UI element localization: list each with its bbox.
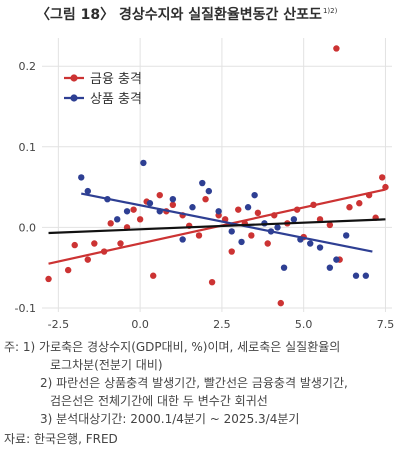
note-2-line-2: 검은선은 전체기간에 대한 두 변수간 회귀선 (50, 394, 268, 408)
finance-shock-point (130, 206, 137, 213)
overall-regression-line (48, 218, 386, 235)
notes-prefix: 주: (4, 340, 20, 354)
commodity-shock-point (140, 159, 147, 167)
finance-shock-point (64, 266, 72, 274)
commodity-shock-point (189, 204, 196, 211)
finance-shock-point (91, 240, 98, 247)
source-line: 자료: 한국은행, FRED (4, 432, 118, 446)
commodity-shock-point (238, 238, 245, 246)
commodity-shock-point (169, 195, 177, 203)
commodity-shock-point (343, 232, 350, 239)
y-tick-label: 0.2 (19, 60, 37, 73)
finance-shock-point (169, 201, 177, 209)
y-tick-label: 0.0 (19, 221, 37, 234)
finance-shock-point (195, 232, 203, 239)
finance-shock-point (333, 45, 340, 52)
finance-shock-point (382, 183, 389, 191)
finance-shock-point (254, 209, 262, 217)
finance-shock-point (71, 241, 78, 249)
commodity-shock-point (316, 244, 324, 251)
finance-shock-point (228, 248, 235, 255)
commodity-shock-point (362, 272, 370, 279)
finance-shock-point (277, 299, 284, 307)
finance-shock-point (356, 200, 363, 207)
finance-shock-point (202, 195, 209, 203)
finance-shock-point (117, 240, 124, 247)
finance-shock-point (264, 240, 271, 247)
commodity-shock-point (307, 240, 314, 247)
commodity-shock-point (228, 228, 235, 235)
finance-shock-point (136, 216, 144, 223)
x-tick-label: 2.5 (213, 318, 231, 331)
commodity-shock-point (205, 187, 213, 195)
note-1-line-1: 1) 가로축은 경상수지(GDP대비, %)이며, 세로축은 실질환율의 (22, 340, 341, 354)
legend-label-finance-shock: 금융 충격 (90, 72, 142, 87)
commodity-shock-point (84, 187, 91, 195)
x-tick-label: -2.5 (48, 318, 69, 331)
commodity-shock-point (280, 264, 288, 271)
x-tick-label: 0.0 (131, 318, 149, 331)
commodity-shock-point (352, 272, 360, 279)
title-footnote-marker: 1)2) (322, 7, 338, 15)
commodity-shock-point (146, 200, 154, 207)
notes-block: 주: 1) 가로축은 경상수지(GDP대비, %)이며, 세로축은 실질환율의 … (4, 338, 348, 448)
note-1: 주: 1) 가로축은 경상수지(GDP대비, %)이며, 세로축은 실질환율의 (4, 338, 348, 356)
x-tick-label: 7.5 (377, 318, 395, 331)
commodity-shock-point (123, 208, 131, 215)
finance-shock-point (150, 272, 157, 279)
chart-title: 〈그림 18〉 경상수지와 실질환율변동간 산포도1)2) (36, 4, 337, 24)
finance-shock-point (248, 232, 255, 239)
chart-title-text: 〈그림 18〉 경상수지와 실질환율변동간 산포도 (36, 7, 322, 23)
legend-label-commodity-shock: 상품 충격 (90, 92, 142, 107)
plot-area (42, 38, 392, 312)
y-tick-label: -0.1 (15, 302, 36, 315)
y-tick-label: 0.1 (19, 141, 37, 154)
x-tick-label: 5.0 (295, 318, 313, 331)
commodity-shock-point (199, 179, 206, 187)
commodity-shock-point (114, 216, 121, 223)
commodity-shock-regression-line (81, 192, 373, 253)
commodity-shock-point (290, 216, 298, 223)
finance-shock-point (208, 278, 216, 286)
legend-marker-finance-shock (70, 74, 78, 82)
note-2-line-1: 2) 파란선은 상품충격 발생기간, 빨간선은 금융충격 발생기간, (40, 376, 348, 390)
legend-marker-commodity-shock (70, 94, 78, 102)
finance-shock-point (378, 174, 386, 181)
note-3: 3) 분석대상기간: 2000.1/4분기 ~ 2025.3/4분기 (40, 412, 300, 426)
commodity-shock-point (78, 174, 85, 181)
note-1-line-2: 로그차분(전분기 대비) (50, 358, 163, 372)
commodity-shock-point (251, 191, 258, 199)
commodity-shock-point (333, 256, 340, 263)
finance-shock-point (346, 204, 353, 211)
commodity-shock-point (274, 224, 281, 231)
commodity-shock-point (244, 204, 252, 211)
commodity-shock-point (215, 208, 222, 215)
finance-shock-point (45, 275, 52, 283)
finance-shock-point (235, 206, 242, 213)
finance-shock-point (156, 191, 163, 199)
finance-shock-point (107, 220, 114, 227)
finance-shock-point (84, 256, 91, 263)
commodity-shock-point (326, 264, 334, 271)
commodity-shock-point (179, 236, 186, 243)
finance-shock-point (326, 221, 334, 229)
